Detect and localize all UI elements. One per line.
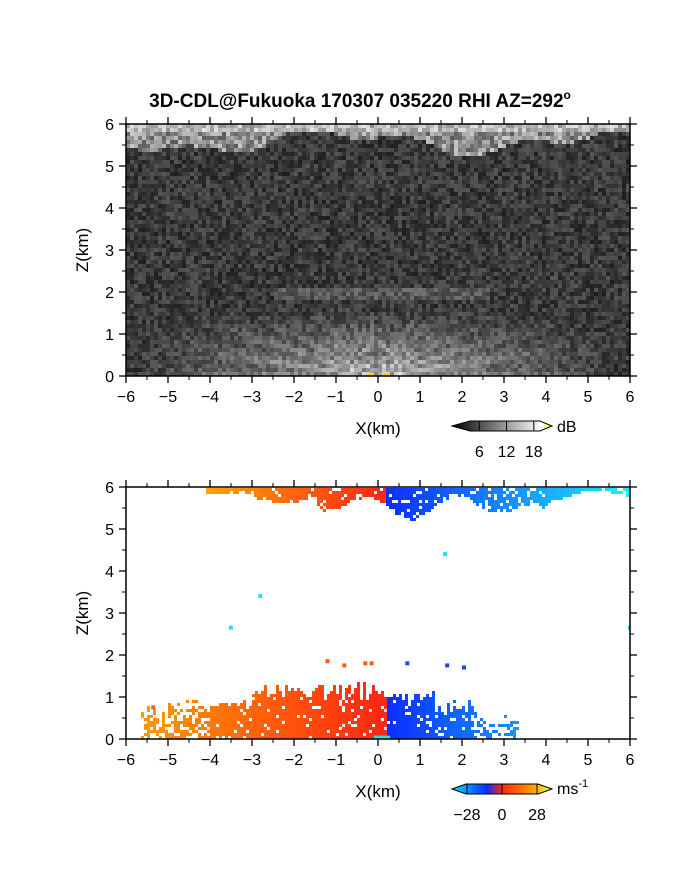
- near-origin-cell: [373, 735, 390, 739]
- y-tick-label: 1: [105, 327, 114, 344]
- velocity-colorbar-ticks: −28 0 28: [453, 784, 546, 824]
- colorbar-tick-label: 6: [475, 444, 484, 461]
- x-tick-label: 6: [626, 752, 635, 769]
- x-tick-label: −5: [159, 389, 177, 406]
- colorbar-tick-label: −28: [453, 807, 480, 824]
- isolated-velocity-cell: [228, 625, 233, 630]
- x-tick-label: 5: [584, 752, 593, 769]
- x-tick-label: −3: [243, 389, 261, 406]
- intensity-colorbar-bar: [450, 420, 554, 432]
- isolated-velocity-cell: [258, 594, 263, 599]
- x-tick-label: 3: [500, 752, 509, 769]
- intensity-x-ticks: −6 −5 −4 −3 −2 −1 0 1 2 3 4 5 6: [117, 117, 635, 406]
- x-tick-label: 2: [458, 752, 467, 769]
- x-tick-label: −4: [201, 389, 219, 406]
- y-tick-label: 5: [105, 159, 114, 176]
- colorbar-tick-label: 18: [525, 444, 543, 461]
- y-tick-label: 3: [105, 243, 114, 260]
- velocity-y-axis-label: Z(km): [73, 591, 92, 635]
- intensity-cells: [126, 124, 630, 376]
- x-tick-label: −5: [159, 752, 177, 769]
- y-tick-label: 5: [105, 522, 114, 539]
- x-tick-label: −2: [285, 752, 303, 769]
- x-tick-label: −4: [201, 752, 219, 769]
- x-tick-label: 4: [542, 389, 551, 406]
- isolated-velocity-cell: [627, 625, 630, 630]
- velocity-cells: [141, 488, 630, 739]
- colorbar-tick-label: 12: [498, 444, 516, 461]
- isolated-velocity-cell: [405, 661, 410, 666]
- x-tick-label: −6: [117, 752, 135, 769]
- isolated-velocity-cell: [462, 665, 466, 670]
- y-tick-label: 6: [105, 480, 114, 497]
- isolated-velocity-cell: [443, 552, 448, 557]
- y-tick-label: 4: [105, 564, 114, 581]
- degree-symbol: o: [564, 88, 571, 102]
- velocity-y-ticks: 0 1 2 3 4 5 6: [105, 480, 637, 749]
- intensity-colorbar-unit: dB: [557, 419, 577, 436]
- intensity-y-ticks: 0 1 2 3 4 5 6: [105, 117, 637, 386]
- x-tick-label: 0: [374, 389, 383, 406]
- x-tick-label: −1: [327, 752, 345, 769]
- y-tick-label: 1: [105, 690, 114, 707]
- x-tick-label: −1: [327, 389, 345, 406]
- x-tick-label: 3: [500, 389, 509, 406]
- velocity-colorbar: −28 0 28 ms-1: [450, 778, 588, 824]
- x-tick-label: −2: [285, 389, 303, 406]
- y-tick-label: 0: [105, 732, 114, 749]
- x-tick-label: −3: [243, 752, 261, 769]
- x-tick-label: 6: [626, 389, 635, 406]
- intensity-colorbar: 6 12 18 dB: [450, 419, 577, 461]
- velocity-x-ticks: −6 −5 −4 −3 −2 −1 0 1 2 3 4 5 6: [117, 480, 635, 769]
- x-tick-label: 4: [542, 752, 551, 769]
- y-tick-label: 4: [105, 201, 114, 218]
- isolated-velocity-cell: [325, 659, 330, 664]
- figure-title: 3D-CDL@Fukuoka 170307 035220 RHI AZ=292o: [149, 88, 571, 112]
- intensity-x-axis-label: X(km): [355, 419, 400, 438]
- y-tick-label: 3: [105, 606, 114, 623]
- near-origin-mark: [368, 373, 374, 376]
- intensity-y-axis-label: Z(km): [73, 228, 92, 272]
- colorbar-tick-label: 0: [498, 807, 507, 824]
- isolated-velocity-cell: [363, 661, 368, 666]
- isolated-velocity-cell: [445, 663, 450, 668]
- isolated-velocity-cell: [342, 663, 347, 668]
- x-tick-label: 1: [416, 389, 425, 406]
- velocity-x-axis-label: X(km): [355, 782, 400, 801]
- y-tick-label: 2: [105, 285, 114, 302]
- near-origin-mark: [384, 373, 390, 376]
- x-tick-label: −6: [117, 389, 135, 406]
- isolated-velocity-cell: [369, 661, 374, 666]
- x-tick-label: 2: [458, 389, 467, 406]
- isolated-velocity-cell: [151, 705, 156, 710]
- x-tick-label: 0: [374, 752, 383, 769]
- x-tick-label: 1: [416, 752, 425, 769]
- y-tick-label: 0: [105, 369, 114, 386]
- velocity-colorbar-unit: ms-1: [557, 778, 588, 798]
- y-tick-label: 2: [105, 648, 114, 665]
- intensity-colorbar-ticks: 6 12 18: [475, 421, 543, 461]
- y-tick-label: 6: [105, 117, 114, 134]
- x-tick-label: 5: [584, 389, 593, 406]
- colorbar-tick-label: 28: [528, 807, 546, 824]
